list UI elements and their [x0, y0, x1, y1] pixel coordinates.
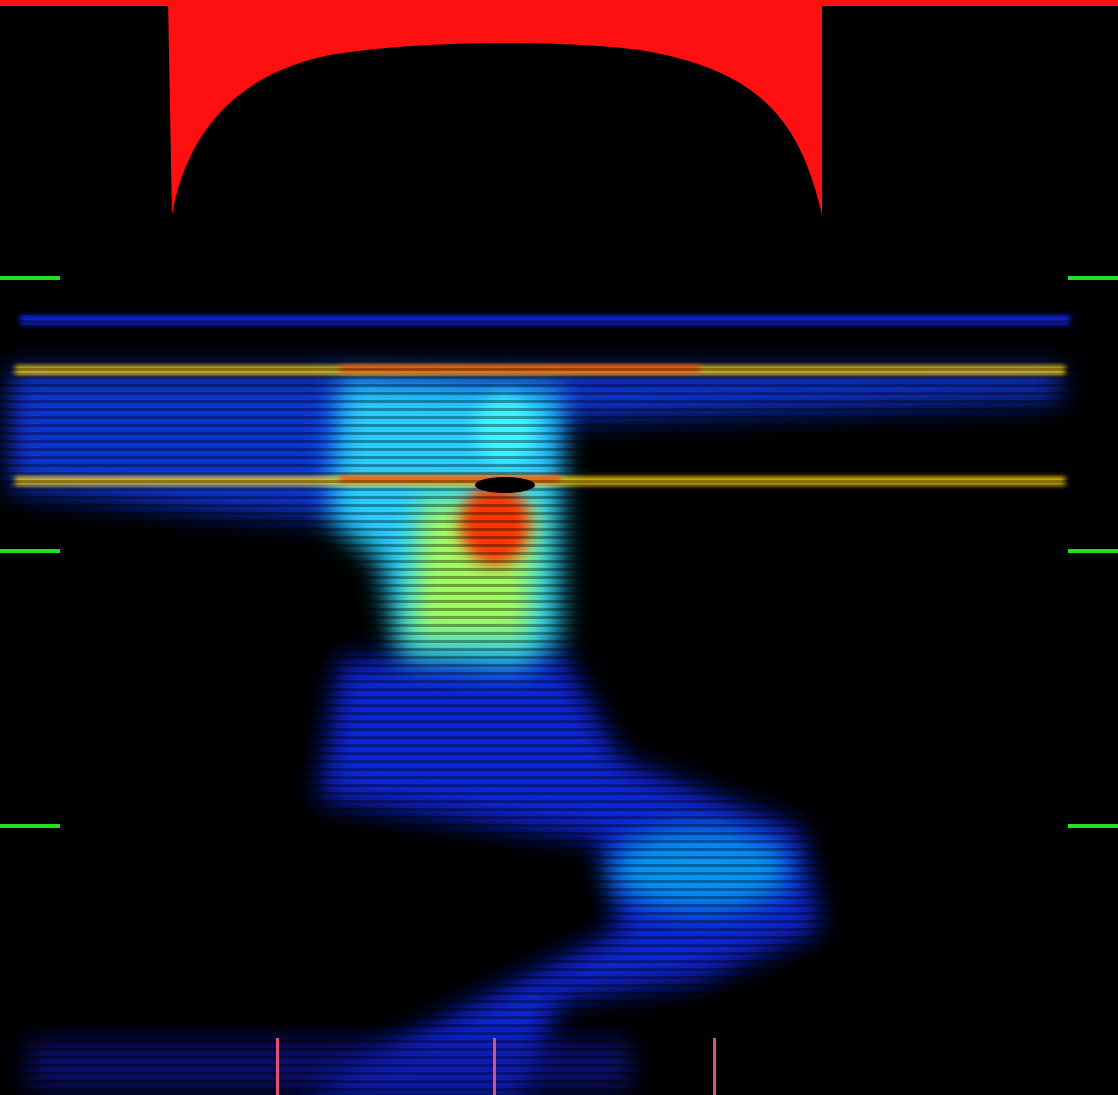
red-region	[168, 0, 822, 215]
marker	[0, 276, 60, 280]
marker	[1068, 549, 1118, 553]
heatmap	[0, 290, 1118, 1095]
marker	[0, 824, 60, 828]
marker	[493, 1038, 496, 1095]
marker	[1068, 276, 1118, 280]
bottom-markers	[276, 1038, 716, 1095]
marker	[1068, 824, 1118, 828]
marker	[0, 549, 60, 553]
marker	[276, 1038, 279, 1095]
marker	[713, 1038, 716, 1095]
scanlines	[0, 290, 1118, 1095]
markers	[0, 276, 1118, 828]
